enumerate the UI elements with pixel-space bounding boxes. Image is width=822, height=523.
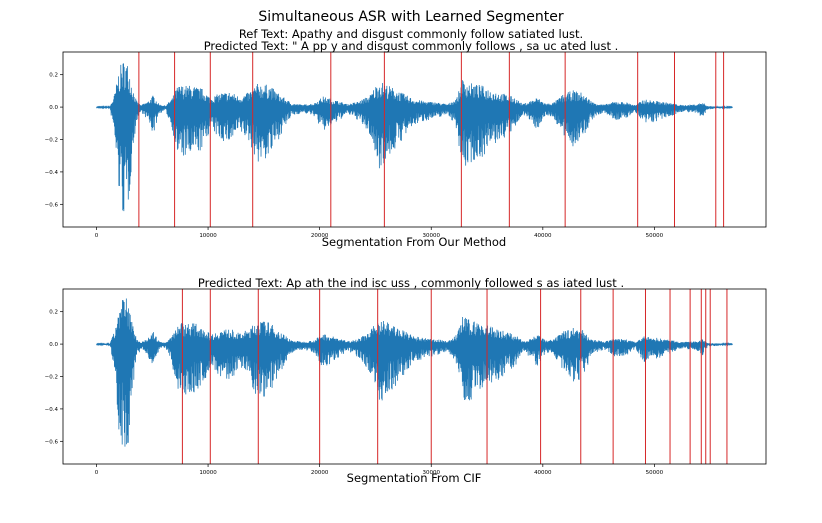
x-tick-label: 40000: [534, 470, 552, 476]
figure-suptitle: Simultaneous ASR with Learned Segmenter: [258, 9, 563, 25]
y-tick-label: −0.6: [45, 439, 59, 445]
x-axis-label: Segmentation From CIF: [347, 471, 482, 485]
waveform-line: [96, 298, 733, 447]
y-tick-label: 0.0: [49, 342, 58, 348]
y-tick-label: −0.4: [45, 407, 59, 413]
chart-our-method: Ref Text: Apathy and disgust commonly fo…: [45, 27, 767, 249]
x-tick-label: 30000: [422, 470, 440, 476]
x-tick-label: 50000: [646, 233, 664, 239]
y-tick-label: −0.2: [45, 375, 58, 381]
axes-frame: [62, 288, 767, 465]
y-tick-label: 0.2: [49, 310, 58, 316]
x-tick-label: 0: [95, 233, 99, 239]
y-tick-label: −0.2: [45, 138, 58, 144]
chart-cif: Predicted Text: Ap ath the ind isc uss ,…: [45, 276, 767, 485]
axes-frame: [62, 51, 767, 228]
x-tick-label: 10000: [199, 470, 217, 476]
x-tick-label: 40000: [534, 233, 552, 239]
y-tick-label: −0.6: [45, 202, 59, 208]
waveform-line: [96, 63, 733, 212]
y-tick-label: 0.2: [49, 73, 58, 79]
chart-title-line: Predicted Text: " A pp y and disgust com…: [204, 39, 619, 53]
y-tick-label: 0.0: [49, 105, 58, 111]
x-tick-label: 30000: [422, 233, 440, 239]
x-tick-label: 10000: [199, 233, 217, 239]
x-tick-label: 0: [95, 470, 99, 476]
chart-title-line: Ref Text: Apathy and disgust commonly fo…: [239, 27, 583, 41]
x-tick-label: 20000: [311, 233, 329, 239]
chart-title-line: Predicted Text: Ap ath the ind isc uss ,…: [198, 276, 624, 290]
y-tick-label: −0.4: [45, 170, 59, 176]
x-tick-label: 50000: [646, 470, 664, 476]
x-tick-label: 20000: [311, 470, 329, 476]
x-axis-label: Segmentation From Our Method: [322, 235, 506, 249]
